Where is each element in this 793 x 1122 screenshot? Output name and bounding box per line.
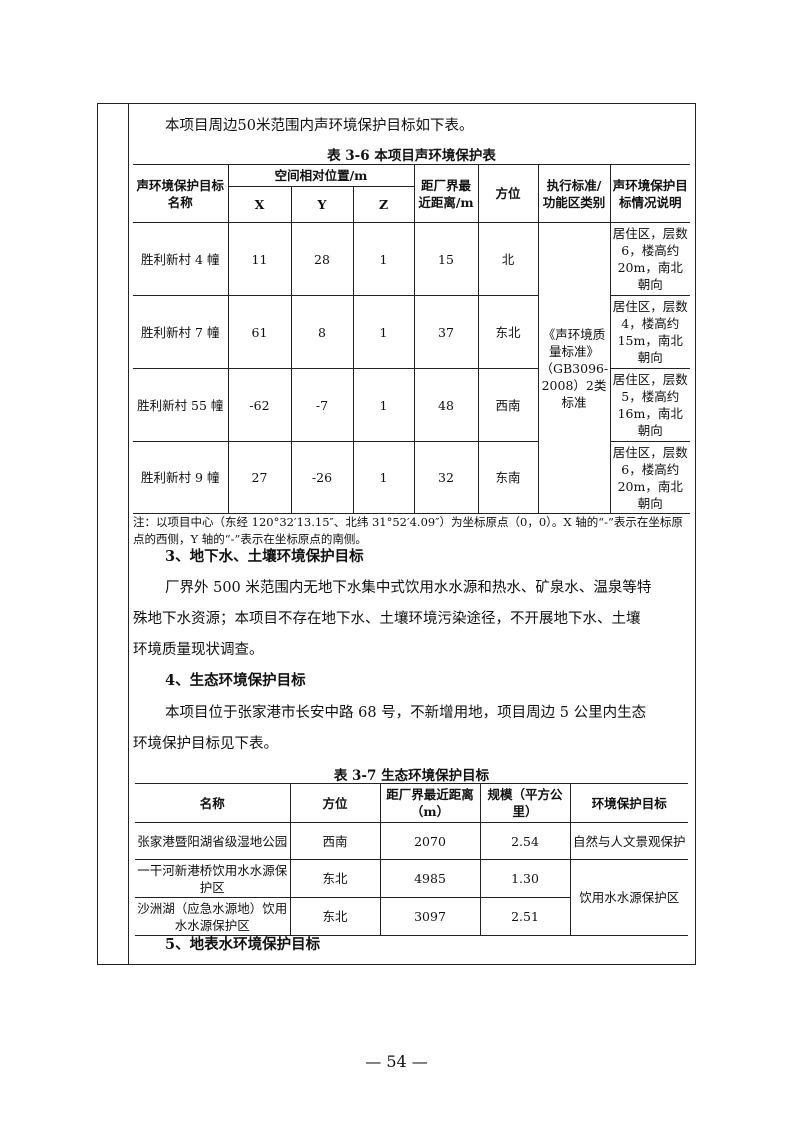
header-target: 环境保护目标 [569, 783, 688, 823]
cell-z: 1 [352, 222, 415, 296]
ecology-protection-table: 名称 方位 距厂界最近距离（m） 规模（平方公里） 环境保护目标 张家港暨阳湖省… [135, 783, 688, 936]
cell-x: 61 [227, 295, 292, 369]
cell-distance: 2070 [379, 822, 481, 860]
cell-name: 胜利新村 55 幢 [133, 368, 229, 442]
cell-distance: 3097 [379, 897, 481, 936]
cell-description: 居住区，层数 6，楼高约 20m，南北朝向 [609, 222, 690, 296]
cell-description: 居住区，层数 5，楼高约 16m，南北朝向 [609, 368, 690, 442]
cell-scale: 1.30 [479, 859, 571, 898]
table-row: 张家港暨阳湖省级湿地公园 西南 2070 2.54 自然与人文景观保护 [135, 822, 688, 860]
cell-y: 28 [290, 222, 354, 296]
content-frame [97, 103, 696, 965]
table-row: 沙洲湖（应急水源地）饮用水水源保护区 东北 3097 2.51 [135, 897, 688, 936]
table-row: 胜利新村 4 幢 11 28 1 15 北 《声环境质量标准》（GB3096-2… [133, 222, 690, 514]
cell-direction: 东北 [289, 897, 381, 936]
paragraph-line: 环境质量现状调查。 [133, 642, 264, 658]
cell-direction: 西南 [477, 368, 539, 442]
cell-y: 8 [290, 295, 354, 369]
cell-z: 1 [352, 368, 415, 442]
cell-direction: 东北 [477, 295, 539, 369]
header-distance: 距厂界最近距离/m [413, 164, 479, 223]
cell-distance: 4985 [379, 859, 481, 898]
header-name: 名称 [135, 783, 291, 823]
cell-scale: 2.51 [479, 897, 570, 936]
cell-direction: 东南 [477, 441, 539, 514]
paragraph-line: 殊地下水资源；本项目不存在地下水、土壤环境污染途径，不开展地下水、土壤 [133, 611, 641, 627]
cell-x: -62 [227, 368, 292, 442]
header-distance: 距厂界最近距离（m） [379, 783, 481, 823]
cell-description: 居住区，层数 6，楼高约 20m，南北朝向 [609, 441, 690, 514]
table-row: 一干河新港桥饮用水水源保护区 东北 4985 1.30 饮用水水源保护区 [135, 859, 688, 936]
table-row: 胜利新村 9 幢 27 -26 1 32 东南 居住区，层数 6，楼高约 20m… [133, 441, 690, 514]
header-y: Y [290, 186, 354, 223]
table-row: 胜利新村 7 幢 61 8 1 37 东北 居住区，层数 4，楼高约 15m，南… [133, 295, 690, 369]
cell-z: 1 [352, 295, 415, 369]
header-direction: 方位 [477, 164, 539, 223]
cell-name: 一干河新港桥饮用水水源保护区 [135, 859, 291, 898]
frame-divider [128, 103, 129, 965]
cell-name: 胜利新村 4 幢 [133, 222, 229, 296]
table-note: 注：以项目中心（东经 120°32′13.15″、北纬 31°52′4.09″）… [133, 515, 683, 546]
cell-x: 27 [227, 441, 292, 514]
cell-y: -7 [290, 368, 354, 442]
cell-name: 胜利新村 7 幢 [133, 295, 229, 369]
cell-y: -26 [290, 441, 354, 514]
paragraph-line: 本项目位于张家港市长安中路 68 号，不新增用地，项目周边 5 公里内生态 [165, 705, 647, 721]
cell-distance: 32 [413, 441, 479, 514]
header-standard: 执行标准/功能区类别 [537, 164, 611, 223]
header-z: Z [352, 186, 414, 223]
header-description: 声环境保护目标情况说明 [609, 164, 690, 223]
section-4-heading: 4、生态环境保护目标 [165, 672, 306, 689]
header-x: X [228, 186, 292, 223]
table-row: 胜利新村 55 幢 -62 -7 1 48 西南 居住区，层数 5，楼高约 16… [133, 368, 690, 442]
noise-protection-table: 声环境保护目标名称 空间相对位置/m 距厂界最近距离/m 方位 执行标准/功能区… [133, 164, 690, 514]
cell-name: 胜利新村 9 幢 [133, 441, 229, 514]
intro-text: 本项目周边50米范围内声环境保护目标如下表。 [165, 118, 474, 134]
paragraph-line: 厂界外 500 米范围内无地下水集中式饮用水水源和热水、矿泉水、温泉等特 [165, 580, 652, 596]
cell-direction: 东北 [289, 859, 381, 898]
paragraph-line: 环境保护目标见下表。 [133, 736, 278, 752]
cell-name: 沙洲湖（应急水源地）饮用水水源保护区 [135, 897, 291, 936]
table-3-6-caption: 表 3-6 本项目声环境保护表 [327, 148, 496, 164]
cell-distance: 37 [413, 295, 479, 369]
cell-direction: 北 [477, 222, 539, 296]
header-name: 声环境保护目标名称 [133, 164, 229, 223]
cell-x: 11 [227, 222, 292, 296]
header-scale: 规模（平方公里） [479, 783, 571, 823]
cell-z: 1 [352, 441, 415, 514]
cell-direction: 西南 [289, 822, 381, 860]
table-3-7-caption: 表 3-7 生态环境保护目标 [333, 768, 490, 784]
cell-name: 张家港暨阳湖省级湿地公园 [135, 822, 291, 860]
cell-distance: 48 [413, 368, 479, 442]
section-3-heading: 3、地下水、土壤环境保护目标 [165, 548, 364, 565]
header-position: 空间相对位置/m [227, 164, 415, 187]
cell-target: 自然与人文景观保护 [569, 822, 688, 860]
cell-scale: 2.54 [479, 822, 571, 860]
cell-description: 居住区，层数 4，楼高约 15m，南北朝向 [609, 295, 690, 369]
section-5-heading: 5、地表水环境保护目标 [165, 936, 321, 953]
header-direction: 方位 [289, 783, 381, 823]
page-number: — 54 — [365, 1052, 428, 1071]
cell-target: 饮用水水源保护区 [569, 859, 688, 936]
cell-distance: 15 [413, 222, 479, 296]
cell-standard: 《声环境质量标准》（GB3096-2008）2类标准 [537, 222, 611, 514]
